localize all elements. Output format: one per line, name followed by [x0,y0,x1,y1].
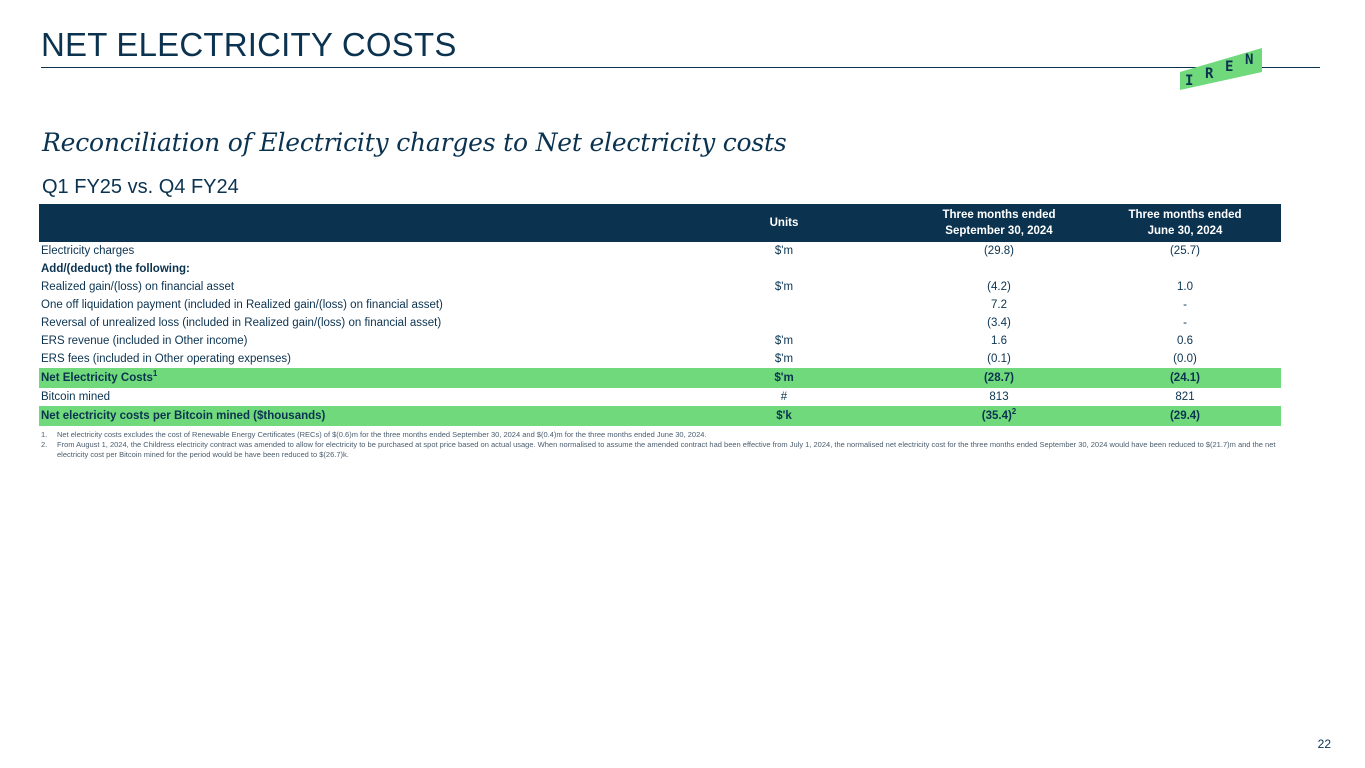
subtitle: Reconciliation of Electricity charges to… [42,128,787,157]
row-value-b: 821 [1175,391,1195,403]
header-col-a-line1: Three months ended [942,209,1056,221]
header-col-a-line2: September 30, 2024 [945,225,1053,237]
footnote-ref: 1 [152,369,158,379]
row-value-b: - [1183,299,1187,311]
page-title: NET ELECTRICITY COSTS [41,26,457,63]
table-row: ERS fees (included in Other operating ex… [39,350,1281,368]
row-value-a: (28.7) [909,368,1089,388]
logo-letter-n: N [1245,52,1253,68]
section-label: Q1 FY25 vs. Q4 FY24 [42,176,239,198]
row-label: Electricity charges [41,245,135,257]
row-label: Net Electricity Costs [41,372,153,384]
logo-letter-i: I [1185,73,1193,89]
title-divider [41,67,1320,68]
row-units: # [780,391,788,403]
row-label: ERS revenue (included in Other income) [41,335,248,347]
table-row: Add/(deduct) the following: [39,260,1281,278]
row-value-a: (4.2) [987,281,1011,293]
row-units: $'m [774,335,794,347]
table-row: Realized gain/(loss) on financial asset … [39,278,1281,296]
header-col-a: Three months ended September 30, 2024 [909,204,1089,242]
reconciliation-table: Units Three months ended September 30, 2… [39,204,1281,426]
header-col-b: Three months ended June 30, 2024 [1089,204,1281,242]
footnote: 2. From August 1, 2024, the Childress el… [41,440,1281,460]
footnote-number: 1. [41,430,48,439]
row-label: Bitcoin mined [41,391,111,403]
logo-shape [1180,48,1262,90]
row-label: ERS fees (included in Other operating ex… [41,353,291,365]
footnote-text: From August 1, 2024, the Childress elect… [57,440,1276,459]
row-value-b [1089,260,1281,278]
footnotes: 1. Net electricity costs excludes the co… [41,430,1281,460]
table-row-highlight: Net Electricity Costs1 $'m (28.7) (24.1) [39,368,1281,388]
table-row: ERS revenue (included in Other income) $… [39,332,1281,350]
row-value-a: 1.6 [991,335,1007,347]
row-units: $'k [659,406,909,426]
row-value-b: - [1183,317,1187,329]
table-header-row: Units Three months ended September 30, 2… [39,204,1281,242]
row-label: Realized gain/(loss) on financial asset [41,281,235,293]
row-units: $'m [659,368,909,388]
header-col-b-line1: Three months ended [1128,209,1242,221]
table-row: One off liquidation payment (included in… [39,296,1281,314]
footnote: 1. Net electricity costs excludes the co… [41,430,1281,440]
footnote-number: 2. [41,440,48,449]
row-units: $'m [774,281,794,293]
row-value-a: 7.2 [991,299,1007,311]
row-value-a: (35.4) [981,410,1012,422]
header-units: Units [659,204,909,242]
row-label-cell: Net Electricity Costs1 [39,368,659,388]
row-value-a-cell: (35.4)2 [909,406,1089,426]
row-units [659,296,909,314]
iren-logo: I R E N [1180,48,1262,90]
row-value-b: 1.0 [1177,281,1193,293]
row-value-a: (3.4) [987,317,1011,329]
row-value-a: (29.8) [983,245,1015,257]
footnote-text: Net electricity costs excludes the cost … [57,430,707,439]
row-value-b: (29.4) [1089,406,1281,426]
row-value-b: (24.1) [1089,368,1281,388]
row-label: Add/(deduct) the following: [41,263,190,275]
row-value-a [909,260,1089,278]
row-value-a: (0.1) [987,353,1011,365]
row-units: $'m [774,245,794,257]
row-units: $'m [774,353,794,365]
header-col-b-line2: June 30, 2024 [1147,225,1223,237]
row-units [659,314,909,332]
header-label-cell [39,204,659,242]
row-value-b: (0.0) [1173,353,1197,365]
footnote-ref: 2 [1011,407,1017,417]
row-units [659,260,909,278]
row-label: One off liquidation payment (included in… [41,299,443,311]
page-number: 22 [1317,737,1331,751]
table-row: Reversal of unrealized loss (included in… [39,314,1281,332]
table-row-highlight: Net electricity costs per Bitcoin mined … [39,406,1281,426]
logo-letter-e: E [1225,59,1233,75]
table-row: Electricity charges $'m (29.8) (25.7) [39,242,1281,260]
table-row: Bitcoin mined # 813 821 [39,388,1281,406]
row-value-b: 0.6 [1177,335,1193,347]
logo-letter-r: R [1205,66,1214,82]
row-value-a: 813 [989,391,1009,403]
row-label: Reversal of unrealized loss (included in… [41,317,442,329]
row-label: Net electricity costs per Bitcoin mined … [39,406,659,426]
row-value-b: (25.7) [1169,245,1201,257]
